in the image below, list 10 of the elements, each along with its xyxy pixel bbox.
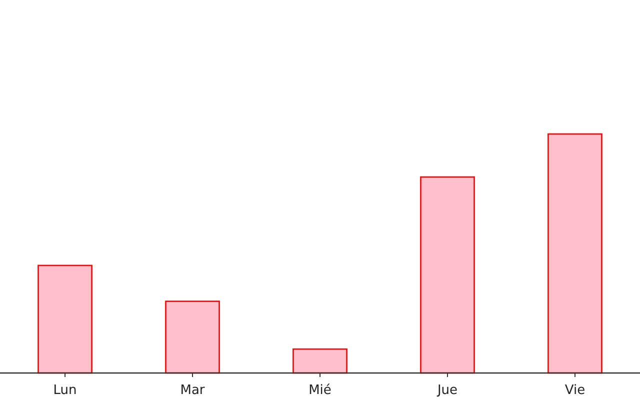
- bar: [38, 264, 92, 374]
- x-tick-label: Mar: [180, 383, 206, 398]
- bar: [292, 348, 348, 374]
- x-tick-label: Vie: [564, 383, 586, 398]
- bar: [420, 176, 475, 374]
- x-tick-label: Mié: [308, 383, 332, 398]
- bar: [548, 133, 602, 374]
- bar: [165, 300, 220, 374]
- x-tick-label: Jue: [436, 383, 458, 398]
- x-tick-label: Lun: [53, 383, 77, 398]
